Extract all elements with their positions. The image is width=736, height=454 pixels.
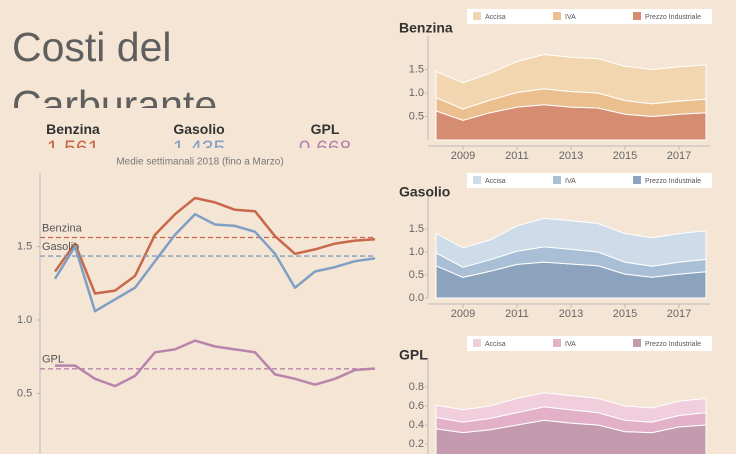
legend-box — [467, 336, 712, 351]
kpi-value: 1.561 — [13, 138, 133, 148]
x-tick-label: 2011 — [505, 150, 529, 162]
reference-label: GPL — [42, 354, 64, 366]
y-tick-label: 1.5 — [409, 63, 424, 75]
kpi-value: 1.435 — [139, 138, 259, 148]
x-tick-label: 2013 — [559, 150, 583, 162]
y-tick-label: 0.5 — [409, 269, 424, 281]
x-tick-label: 2011 — [505, 308, 529, 320]
kpi-label: Benzina — [46, 121, 100, 137]
y-tick-label: 0.4 — [409, 419, 424, 431]
x-tick-label: 2009 — [451, 150, 475, 162]
kpi-label: Gasolio — [173, 121, 225, 137]
line — [53, 212, 376, 313]
y-tick-label: 1.0 — [409, 87, 424, 99]
x-tick-label: 2017 — [667, 150, 691, 162]
line — [55, 339, 376, 388]
kpi: Gasolio 1.435 — [139, 120, 259, 148]
legend-label: IVA — [565, 341, 576, 348]
legend-box — [467, 9, 712, 24]
y-tick-label: 1.5 — [17, 240, 32, 252]
chart-title: Gasolio — [399, 184, 450, 200]
legend-swatch — [553, 12, 561, 20]
legend-swatch — [553, 176, 561, 184]
legend-label: Accisa — [485, 178, 506, 185]
y-tick-label: 0.8 — [409, 381, 424, 393]
legend-label: Prezzo Industriale — [645, 14, 701, 21]
chart-title: GPL — [399, 347, 428, 363]
chart-title: Benzina — [399, 20, 453, 36]
area — [435, 53, 707, 110]
x-tick-label: 2013 — [559, 308, 583, 320]
kpi: Benzina 1.561 — [13, 120, 133, 148]
legend-label: IVA — [565, 178, 576, 185]
kpi-value: 0.668 — [265, 138, 385, 148]
reference-label: Gasolio — [42, 241, 79, 253]
legend-label: Accisa — [485, 341, 506, 348]
dashboard-title: Costi del Carburante — [12, 24, 218, 108]
y-tick-label: 0.6 — [409, 400, 424, 412]
x-tick-label: 2015 — [613, 150, 637, 162]
legend-swatch — [633, 339, 641, 347]
area — [435, 217, 707, 268]
legend-swatch — [553, 339, 561, 347]
legend-swatch — [633, 176, 641, 184]
reference-label: Benzina — [42, 222, 83, 234]
legend-label: Prezzo Industriale — [645, 178, 701, 185]
legend-swatch — [633, 12, 641, 20]
y-tick-label: 1.0 — [17, 314, 32, 326]
legend-label: IVA — [565, 14, 576, 21]
legend-box — [467, 173, 712, 188]
legend-label: Accisa — [485, 14, 506, 21]
legend-label: Prezzo Industriale — [645, 341, 701, 348]
x-tick-label: 2017 — [667, 308, 691, 320]
kpi: GPL 0.668 — [265, 120, 385, 148]
legend-swatch — [473, 339, 481, 347]
legend-swatch — [473, 176, 481, 184]
y-tick-label: 1.5 — [409, 223, 424, 235]
legend-swatch — [473, 12, 481, 20]
y-tick-label: 0.2 — [409, 438, 424, 450]
area — [435, 392, 707, 423]
y-tick-label: 1.0 — [409, 246, 424, 258]
y-tick-label: 0.0 — [409, 292, 424, 304]
subtitle: Medie settimanali 2018 (fino a Marzo) — [116, 157, 283, 168]
x-tick-label: 2015 — [613, 308, 637, 320]
x-tick-label: 2009 — [451, 308, 475, 320]
y-tick-label: 0.5 — [409, 110, 424, 122]
kpi-label: GPL — [310, 121, 340, 137]
y-tick-label: 0.5 — [17, 387, 32, 399]
line — [53, 196, 376, 295]
